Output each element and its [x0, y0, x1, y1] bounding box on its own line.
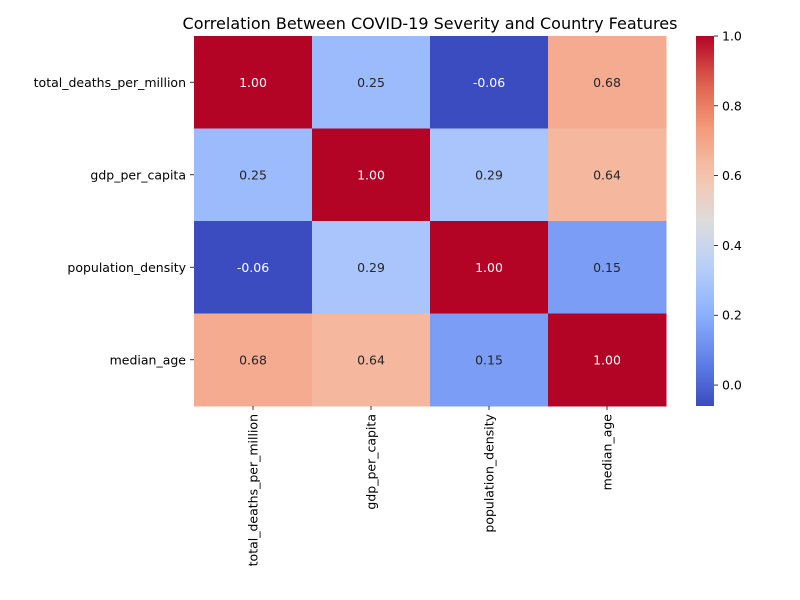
- heatmap-cell: [312, 128, 431, 222]
- heatmap-cell: [194, 36, 313, 129]
- x-tick-labels: total_deaths_per_million gdp_per_capita po…: [246, 406, 615, 566]
- heatmap-cell: [194, 128, 313, 222]
- x-tick-label: total_deaths_per_million: [246, 414, 261, 566]
- heatmap-cell: [548, 221, 667, 314]
- heatmap-cell: [548, 313, 667, 407]
- y-tick-label: median_age: [110, 352, 187, 367]
- y-tick-label: gdp_per_capita: [90, 167, 186, 182]
- cell-value-label: 0.25: [239, 167, 267, 182]
- cell-value-label: -0.06: [473, 75, 505, 90]
- x-tick-label: population_density: [482, 413, 497, 532]
- cell-value-label: 0.29: [475, 167, 503, 182]
- colorbar-gradient: [696, 36, 714, 406]
- chart-title: Correlation Between COVID-19 Severity an…: [183, 14, 678, 33]
- cell-value-label: 1.00: [475, 260, 503, 275]
- cell-value-label: 0.64: [593, 167, 621, 182]
- cell-value-label: 0.15: [475, 352, 503, 367]
- heatmap-cell: [430, 313, 549, 407]
- heatmap-cell: [430, 128, 549, 222]
- y-tick-label: total_deaths_per_million: [34, 75, 186, 90]
- heatmap-cell: [548, 128, 667, 222]
- colorbar-tick-label: 0.0: [722, 378, 742, 393]
- colorbar-ticks: 0.0 0.2 0.4 0.6 0.8 1.0: [714, 29, 742, 393]
- cell-value-label: 1.00: [593, 352, 621, 367]
- cell-value-label: 0.25: [357, 75, 385, 90]
- colorbar: 0.0 0.2 0.4 0.6 0.8 1.0: [696, 29, 742, 406]
- heatmap-cell: [548, 36, 667, 129]
- cell-value-label: 0.29: [357, 260, 385, 275]
- cell-value-label: 0.68: [593, 75, 621, 90]
- heatmap-cell: [312, 36, 431, 129]
- heatmap-cell: [312, 221, 431, 314]
- cell-value-label: 0.15: [593, 260, 621, 275]
- cell-value-label: -0.06: [237, 260, 269, 275]
- cell-value-label: 1.00: [239, 75, 267, 90]
- y-tick-labels: total_deaths_per_million gdp_per_capitapo…: [34, 75, 194, 367]
- x-tick-label: gdp_per_capita: [364, 414, 379, 510]
- colorbar-tick-label: 0.2: [722, 308, 742, 323]
- heatmap-cell: [194, 221, 313, 314]
- cell-value-label: 0.64: [357, 352, 385, 367]
- heatmap-cells: 1.00 0.25 -0.06 0.68 0.25 1.00 0.29 0.64 -0.06 0.…: [194, 36, 667, 407]
- heatmap-cell: [312, 313, 431, 407]
- y-tick-label: population_density: [67, 260, 186, 275]
- colorbar-tick-label: 0.4: [722, 238, 742, 253]
- heatmap-cell: [194, 313, 313, 407]
- colorbar-tick-label: 0.6: [722, 168, 742, 183]
- colorbar-tick-label: 0.8: [722, 98, 742, 113]
- cell-value-label: 1.00: [357, 167, 385, 182]
- x-tick-label: median_age: [600, 414, 615, 491]
- heatmap-cell: [430, 36, 549, 129]
- cell-value-label: 0.68: [239, 352, 267, 367]
- colorbar-tick-label: 1.0: [722, 29, 742, 44]
- heatmap-cell: [430, 221, 549, 314]
